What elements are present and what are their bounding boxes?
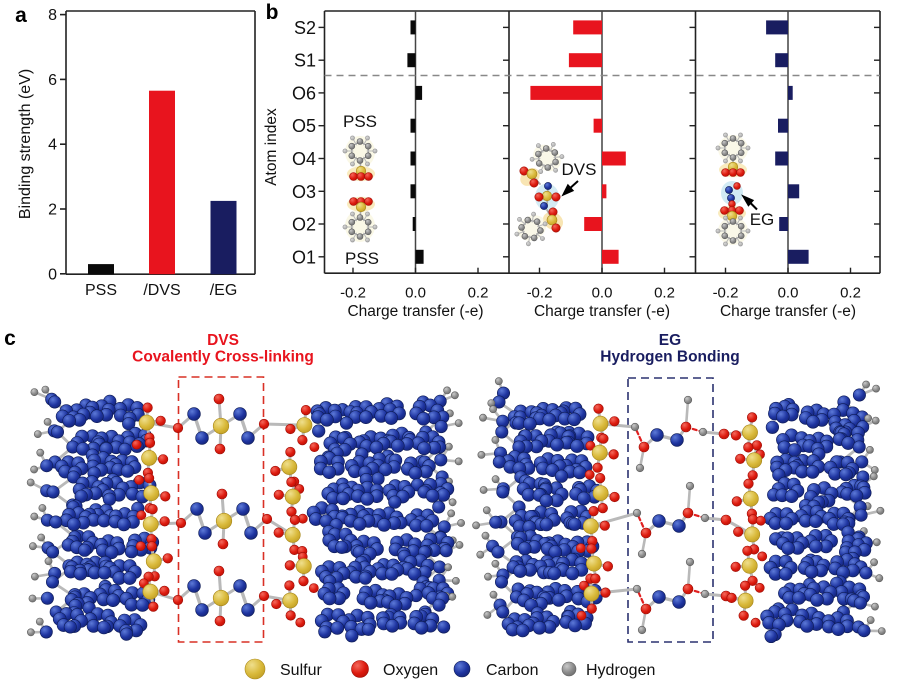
svg-text:EG: EG: [750, 210, 775, 229]
svg-text:PSS: PSS: [85, 282, 117, 299]
svg-text:S2: S2: [294, 18, 316, 38]
svg-text:0.2: 0.2: [840, 285, 861, 302]
svg-text:c: c: [4, 327, 16, 350]
svg-text:S1: S1: [294, 51, 316, 71]
svg-text:0.0: 0.0: [405, 285, 426, 302]
svg-text:Charge transfer (-e): Charge transfer (-e): [347, 303, 483, 320]
svg-text:O1: O1: [292, 247, 316, 267]
svg-text:Covalently Cross-linking: Covalently Cross-linking: [132, 349, 314, 366]
svg-text:DVS: DVS: [207, 332, 239, 349]
svg-text:2: 2: [48, 202, 57, 219]
svg-text:8: 8: [48, 7, 57, 24]
svg-text:0: 0: [48, 266, 57, 283]
svg-text:a: a: [15, 4, 27, 27]
svg-text:Oxygen: Oxygen: [383, 662, 438, 679]
svg-text:PSS: PSS: [343, 112, 377, 131]
svg-text:Atom index: Atom index: [263, 108, 280, 186]
svg-text:0.2: 0.2: [654, 285, 675, 302]
svg-text:Binding strength (eV): Binding strength (eV): [17, 69, 34, 219]
svg-text:PSS: PSS: [345, 249, 379, 268]
svg-text:DVS: DVS: [562, 160, 597, 179]
svg-text:-0.2: -0.2: [713, 285, 739, 302]
svg-text:0.0: 0.0: [778, 285, 799, 302]
svg-text:6: 6: [48, 72, 57, 89]
svg-text:Charge transfer (-e): Charge transfer (-e): [720, 303, 856, 320]
svg-text:O6: O6: [292, 83, 316, 103]
svg-text:O2: O2: [292, 215, 316, 235]
svg-text:Carbon: Carbon: [486, 662, 538, 679]
svg-text:Hydrogen Bonding: Hydrogen Bonding: [600, 349, 740, 366]
svg-text:/DVS: /DVS: [143, 282, 180, 299]
svg-text:O4: O4: [292, 149, 316, 169]
svg-text:0.2: 0.2: [468, 285, 489, 302]
svg-text:EG: EG: [659, 332, 681, 349]
svg-text:O5: O5: [292, 116, 316, 136]
svg-text:Hydrogen: Hydrogen: [586, 662, 655, 679]
svg-text:/EG: /EG: [210, 282, 238, 299]
svg-text:-0.2: -0.2: [527, 285, 553, 302]
svg-text:-0.2: -0.2: [340, 285, 366, 302]
svg-text:Charge transfer (-e): Charge transfer (-e): [534, 303, 670, 320]
svg-text:b: b: [266, 1, 279, 24]
svg-text:Sulfur: Sulfur: [280, 662, 322, 679]
svg-text:0.0: 0.0: [592, 285, 613, 302]
svg-text:4: 4: [48, 137, 57, 154]
svg-text:O3: O3: [292, 182, 316, 202]
